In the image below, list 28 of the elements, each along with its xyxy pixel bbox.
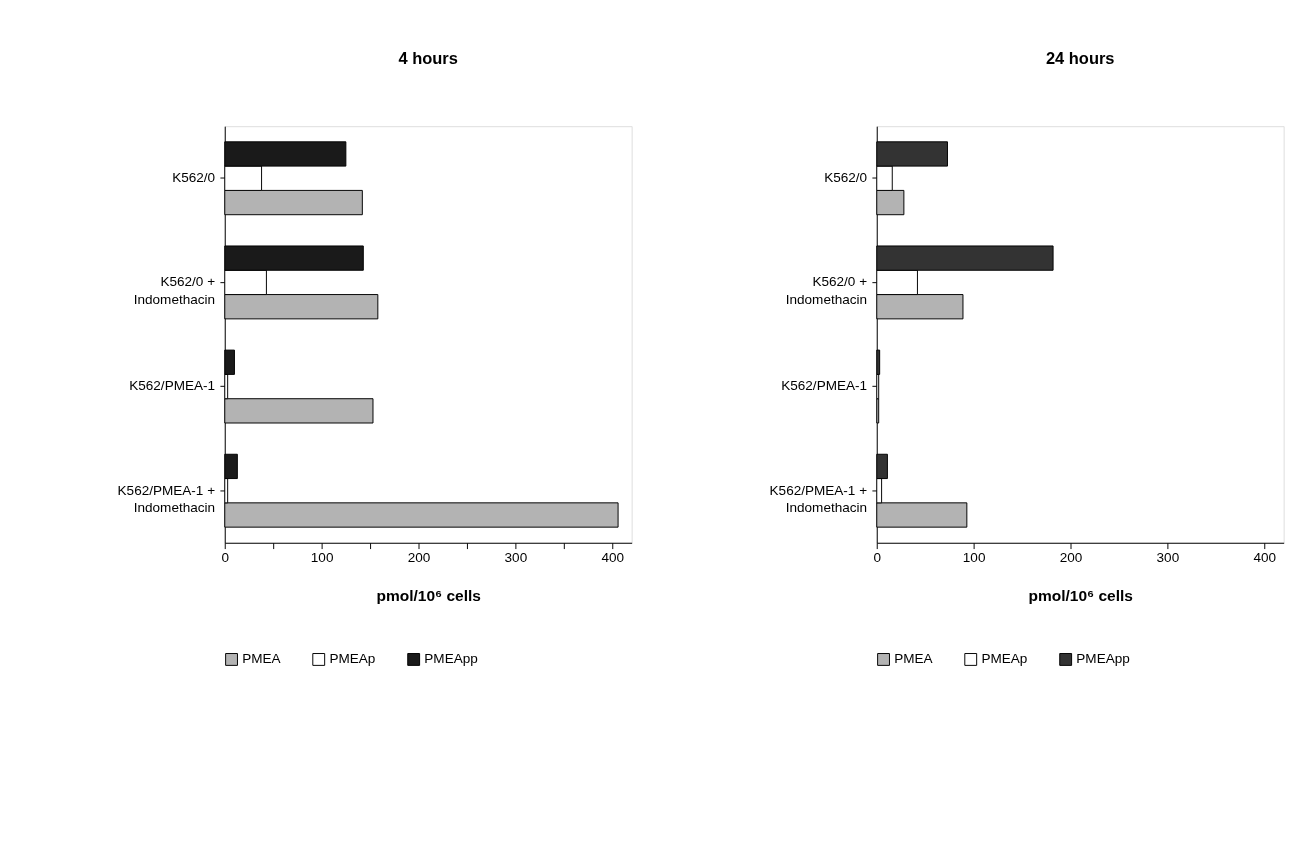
x-tick-label: 200 [407,549,431,565]
y-tick-label: K562/PMEA-1 [781,378,868,394]
legend-label: PMEAp [329,651,376,667]
legend-label: PMEA [242,651,282,667]
legend-label: PMEApp [1076,651,1130,667]
chart-title: 4 hours [398,49,458,68]
x-tick-label: 0 [873,549,882,565]
x-tick-label: 0 [221,549,230,565]
legend-label: PMEApp [424,651,478,667]
x-tick-label: 400 [601,549,625,565]
y-tick-label: K562/PMEA-1 + Indomethacin [117,482,216,516]
x-tick-label: 300 [1156,549,1180,565]
legend-label: PMEA [894,651,934,667]
x-tick-label: 300 [504,549,528,565]
legend-label: PMEAp [981,651,1028,667]
y-tick-label: K562/PMEA-1 [129,378,216,394]
x-tick-label: 100 [310,549,334,565]
y-tick-label: K562/PMEA-1 + Indomethacin [769,482,868,516]
y-tick-label: K562/0 [172,170,216,186]
y-tick-label: K562/0 + Indomethacin [133,274,216,307]
x-axis-title: pmol/10⁶ cells [1028,587,1133,605]
x-tick-label: 100 [962,549,986,565]
y-tick-label: K562/0 [824,170,868,186]
chart-title: 24 hours [1045,49,1115,68]
x-tick-label: 400 [1253,549,1277,565]
x-tick-label: 200 [1059,549,1083,565]
y-tick-label: K562/0 + Indomethacin [785,274,868,307]
x-axis-title: pmol/10⁶ cells [376,587,481,605]
